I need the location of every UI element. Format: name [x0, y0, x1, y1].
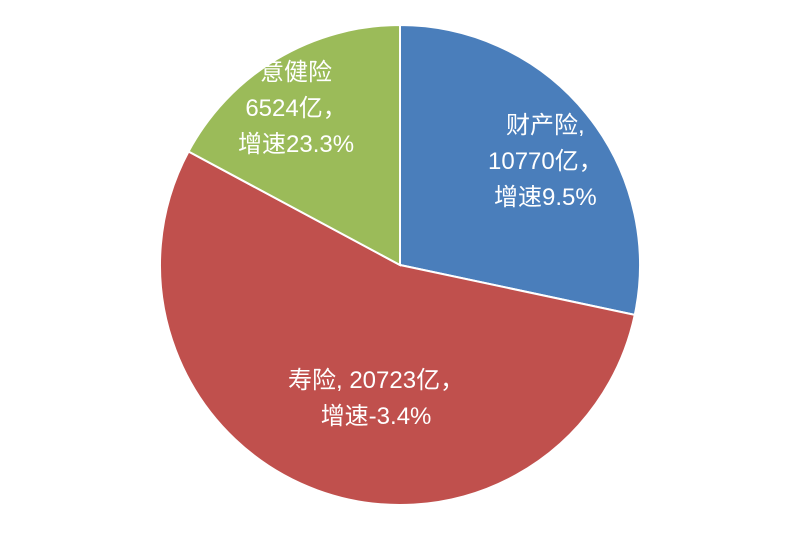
- slice-label-line: 财产险,: [488, 108, 603, 144]
- slice-label-line: 意健险: [238, 55, 354, 91]
- slice-label-line: 增速-3.4%: [288, 399, 464, 435]
- slice-label-line: 10770亿，: [488, 144, 603, 180]
- pie-chart-svg: [0, 0, 800, 534]
- pie-chart-container: 财产险, 10770亿， 增速9.5% 寿险, 20723亿， 增速-3.4% …: [0, 0, 800, 534]
- slice-label-line: 寿险, 20723亿，: [288, 363, 464, 399]
- slice-label-life: 寿险, 20723亿， 增速-3.4%: [288, 363, 464, 435]
- slice-label-line: 6524亿，: [238, 91, 354, 127]
- slice-label-line: 增速9.5%: [488, 180, 603, 216]
- slice-label-property: 财产险, 10770亿， 增速9.5%: [488, 108, 603, 216]
- slice-label-accident-health: 意健险 6524亿， 增速23.3%: [238, 55, 354, 163]
- slice-label-line: 增速23.3%: [238, 127, 354, 163]
